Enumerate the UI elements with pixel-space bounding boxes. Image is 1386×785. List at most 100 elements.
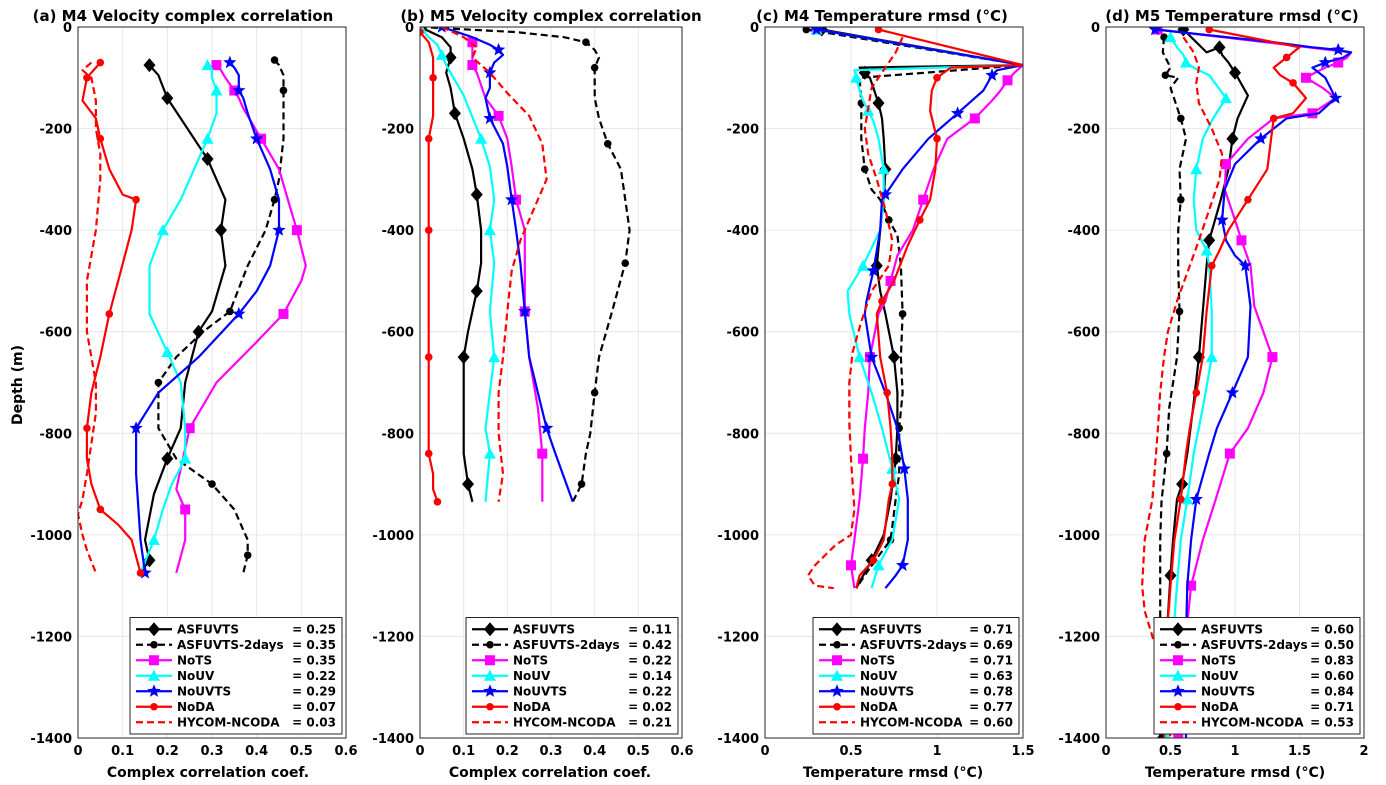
legend-marker — [486, 702, 494, 711]
data-point — [537, 448, 548, 459]
legend-stat: = 0.71 — [969, 653, 1013, 667]
data-point — [1300, 72, 1311, 83]
data-point — [1190, 163, 1203, 175]
data-point — [1224, 448, 1235, 459]
y-tick-label: 0 — [1091, 21, 1100, 36]
x-tick-label: 1.5 — [1288, 744, 1311, 759]
series-hycom-ncoda — [78, 61, 102, 574]
series-line — [157, 59, 285, 574]
data-point — [420, 28, 424, 36]
legend-stat: = 0.77 — [969, 700, 1013, 714]
legend-label: NoUVTS — [1201, 684, 1255, 698]
data-point — [1177, 495, 1185, 504]
y-tick-label: -1200 — [1058, 630, 1100, 645]
data-point — [138, 565, 152, 579]
data-point — [250, 131, 264, 145]
data-point — [898, 310, 907, 318]
axes-frame — [764, 26, 1024, 739]
legend-label: NoUV — [177, 669, 215, 683]
legend-label: ASFUVTS — [513, 622, 575, 636]
legend-label: NoUVTS — [177, 684, 231, 698]
legend-stat: = 0.29 — [292, 684, 336, 698]
legend-label: ASFUVTS — [177, 622, 239, 636]
data-point — [161, 91, 174, 106]
series-asfuvts-2days — [420, 27, 631, 503]
legend-label: NoTS — [1201, 653, 1236, 667]
y-tick-label: -400 — [381, 224, 414, 239]
x-tick-label: 0 — [415, 744, 424, 759]
data-point — [1177, 114, 1185, 123]
series-noda — [855, 27, 1023, 589]
legend-label: HYCOM-NCODA — [177, 715, 280, 729]
legend-marker — [1173, 655, 1183, 666]
y-tick-label: 0 — [750, 21, 759, 36]
series-nouv — [1163, 31, 1232, 738]
legend-marker — [148, 622, 160, 637]
series-asfuvts — [420, 27, 483, 503]
legend-stat: = 0.42 — [628, 638, 672, 652]
series-line — [81, 61, 142, 574]
x-tick-label: 0.3 — [539, 744, 562, 759]
data-point — [1161, 71, 1170, 80]
data-point — [211, 60, 222, 71]
y-tick-label: -1000 — [717, 529, 759, 544]
data-point — [897, 461, 911, 475]
legend-stat: = 0.07 — [292, 700, 336, 714]
series-line — [1157, 28, 1353, 738]
data-point — [846, 560, 856, 571]
data-point — [491, 42, 506, 56]
series-nouvts — [129, 55, 286, 579]
data-point — [1226, 131, 1239, 146]
data-point — [874, 27, 883, 34]
y-tick-label: -400 — [39, 224, 72, 239]
y-tick-label: -800 — [381, 427, 414, 442]
data-point — [860, 165, 869, 173]
legend-stat: = 0.21 — [628, 715, 672, 729]
series-line — [1159, 37, 1188, 738]
legend-marker — [149, 655, 159, 666]
panel-d-x-label: Temperature rmsd (°C) — [1145, 765, 1325, 781]
x-tick-label: 0.1 — [111, 744, 134, 759]
y-tick-label: -1000 — [372, 529, 414, 544]
legend-label: NoDA — [1201, 700, 1239, 714]
data-point — [201, 152, 214, 167]
y-tick-label: -400 — [1067, 224, 1100, 239]
legend-stat: = 0.22 — [628, 684, 672, 698]
y-tick-label: -600 — [39, 326, 72, 341]
y-tick-label: -1200 — [717, 630, 759, 645]
data-point — [272, 223, 286, 236]
data-point — [279, 86, 288, 95]
y-tick-label: 0 — [63, 21, 72, 36]
legend-marker — [483, 684, 497, 697]
series-nouv — [139, 59, 223, 574]
legend-stat: = 0.60 — [969, 715, 1013, 729]
data-point — [802, 27, 811, 34]
panel-c-x-label: Temperature rmsd (°C) — [803, 765, 983, 781]
data-point — [180, 504, 191, 515]
legend-marker — [484, 669, 496, 681]
legend-label: NoTS — [513, 653, 548, 667]
data-point — [933, 73, 941, 82]
legend-stat: = 0.84 — [1310, 684, 1354, 698]
y-tick-label: -1000 — [1058, 529, 1100, 544]
data-point — [483, 224, 496, 236]
y-tick-label: -1400 — [372, 732, 414, 747]
y-tick-label: -600 — [1067, 326, 1100, 341]
data-point — [154, 378, 163, 387]
legend-marker — [1171, 684, 1185, 697]
data-point — [1244, 195, 1252, 204]
data-point — [214, 223, 227, 238]
legend-label: NoDA — [513, 700, 551, 714]
legend-marker — [831, 669, 843, 681]
data-point — [143, 58, 156, 73]
data-point — [1220, 159, 1231, 170]
data-point — [256, 133, 267, 144]
data-point — [1329, 91, 1343, 104]
data-point — [853, 351, 866, 363]
data-point — [933, 134, 941, 143]
data-point — [1148, 27, 1162, 36]
data-point — [866, 263, 880, 277]
x-tick-label: 0.5 — [290, 744, 313, 759]
data-point — [1215, 213, 1229, 226]
data-point — [865, 350, 879, 363]
